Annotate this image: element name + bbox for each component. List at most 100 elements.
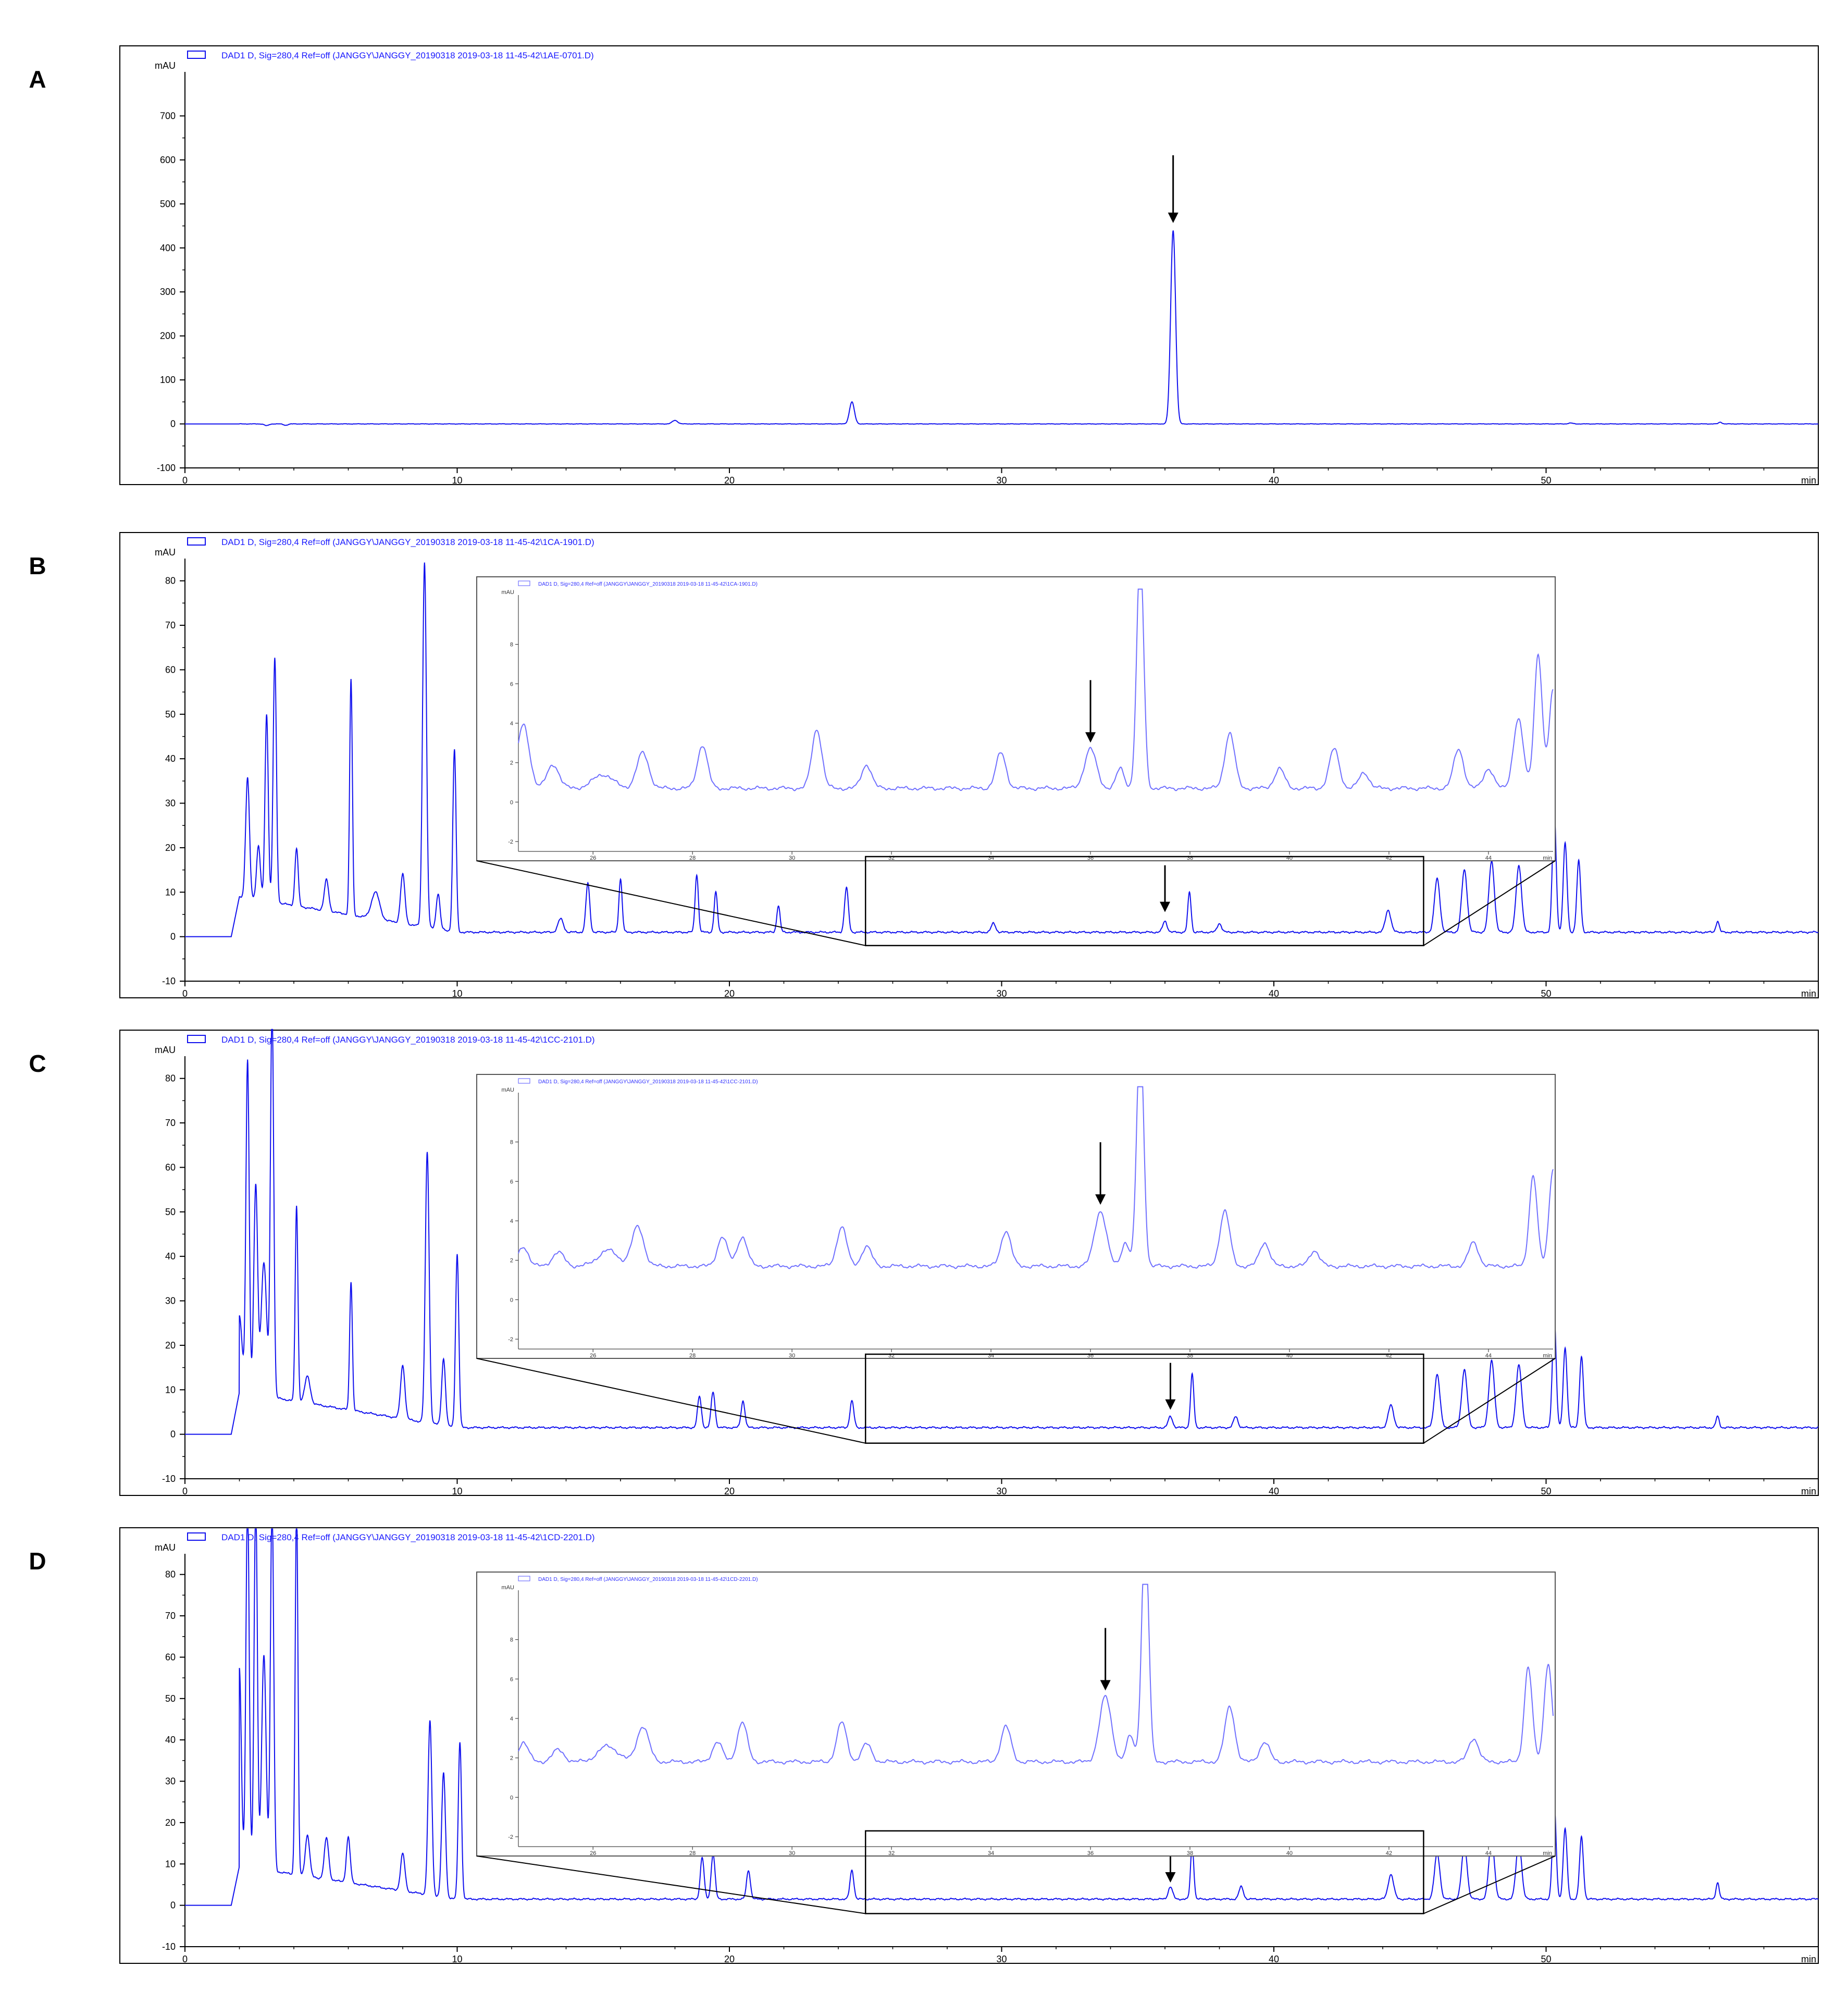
y-tick-label: 30 bbox=[165, 798, 176, 809]
inset-frame bbox=[476, 1572, 1556, 1857]
x-tick-label: 0 bbox=[182, 1486, 188, 1496]
inset-x-tick-label: 40 bbox=[1286, 1850, 1293, 1857]
panel-frame bbox=[119, 1030, 1819, 1496]
x-tick-label: 40 bbox=[1269, 475, 1279, 486]
y-tick-label: 60 bbox=[165, 1162, 176, 1172]
panel-frame bbox=[119, 532, 1819, 998]
inset-trace bbox=[518, 1086, 1554, 1269]
inset-y-tick-label: 4 bbox=[510, 1716, 513, 1722]
y-tick-label: 0 bbox=[170, 419, 176, 429]
inset-y-tick-label: 8 bbox=[510, 1637, 513, 1643]
inset-y-tick-label: 2 bbox=[510, 760, 513, 766]
y-tick-label: 0 bbox=[170, 1429, 176, 1440]
x-tick-label: 20 bbox=[724, 1486, 735, 1496]
x-axis-label: min bbox=[1801, 1486, 1816, 1496]
y-tick-label: 400 bbox=[160, 243, 176, 253]
y-tick-label: 50 bbox=[165, 1207, 176, 1217]
x-tick-label: 20 bbox=[724, 1954, 735, 1964]
inset-y-tick-label: 6 bbox=[510, 681, 513, 687]
inset-panel: DAD1 D, Sig=280,4 Ref=off (JANGGY\JANGGY… bbox=[476, 576, 1556, 861]
y-tick-label: 600 bbox=[160, 155, 176, 165]
y-tick-label: 80 bbox=[165, 1569, 176, 1580]
peak-arrow-head bbox=[1160, 901, 1170, 912]
panel-frame bbox=[119, 1527, 1819, 1964]
inset-frame bbox=[476, 576, 1556, 861]
chart-panel-d: D DAD1 D, Sig=280,4 Ref=off (JANGGY\JANGG… bbox=[29, 1527, 1819, 1964]
x-tick-label: 40 bbox=[1269, 1486, 1279, 1496]
x-tick-label: 50 bbox=[1541, 1486, 1551, 1496]
peak-arrow-head bbox=[1165, 1872, 1176, 1883]
y-tick-label: 40 bbox=[165, 1735, 176, 1745]
inset-y-axis-label: mAU bbox=[502, 589, 515, 596]
zoom-region-box bbox=[865, 1353, 1424, 1444]
peak-arrow-head bbox=[1165, 1399, 1176, 1410]
inset-legend-swatch bbox=[518, 580, 530, 586]
inset-y-tick-label: 2 bbox=[510, 1755, 513, 1762]
chromatogram-trace bbox=[185, 562, 1819, 937]
x-tick-label: 20 bbox=[724, 475, 735, 486]
inset-y-tick-label: 0 bbox=[510, 1795, 513, 1801]
chromatogram-trace bbox=[185, 1528, 1819, 1906]
inset-legend-swatch bbox=[518, 1078, 530, 1084]
y-tick-label: 70 bbox=[165, 620, 176, 630]
y-axis-label: mAU bbox=[155, 547, 176, 558]
y-tick-label: 0 bbox=[170, 1900, 176, 1911]
inset-x-tick-label: 44 bbox=[1485, 1353, 1492, 1359]
x-tick-label: 10 bbox=[452, 1486, 462, 1496]
x-tick-label: 10 bbox=[452, 1954, 462, 1964]
x-tick-label: 50 bbox=[1541, 475, 1551, 486]
inset-x-tick-label: 26 bbox=[590, 1353, 596, 1359]
inset-y-tick-label: 2 bbox=[510, 1258, 513, 1264]
legend-text: DAD1 D, Sig=280,4 Ref=off (JANGGY\JANGGY… bbox=[221, 1035, 595, 1045]
y-tick-label: 10 bbox=[165, 1859, 176, 1869]
inset-x-tick-label: 26 bbox=[590, 1850, 596, 1857]
zoom-connector-right bbox=[1423, 1855, 1556, 1914]
y-tick-label: 20 bbox=[165, 1340, 176, 1351]
y-tick-label: -10 bbox=[162, 976, 176, 986]
y-tick-label: 300 bbox=[160, 287, 176, 297]
y-axis-label: mAU bbox=[155, 1542, 176, 1553]
panel-frame bbox=[119, 45, 1819, 485]
zoom-connector-right bbox=[1423, 1358, 1556, 1444]
inset-y-tick-label: 8 bbox=[510, 642, 513, 648]
chromatogram-trace bbox=[185, 1029, 1819, 1435]
inset-x-tick-label: 28 bbox=[689, 1353, 696, 1359]
x-tick-label: 10 bbox=[452, 988, 462, 999]
inset-y-tick-label: -2 bbox=[508, 1834, 513, 1840]
x-tick-label: 0 bbox=[182, 988, 188, 999]
legend-swatch bbox=[187, 1532, 206, 1541]
y-tick-label: 70 bbox=[165, 1118, 176, 1128]
y-tick-label: 50 bbox=[165, 709, 176, 720]
inset-trace bbox=[518, 588, 1554, 791]
inset-panel: DAD1 D, Sig=280,4 Ref=off (JANGGY\JANGGY… bbox=[476, 1572, 1556, 1857]
inset-y-tick-label: -2 bbox=[508, 839, 513, 845]
y-tick-label: -10 bbox=[162, 1474, 176, 1484]
y-tick-label: 80 bbox=[165, 1073, 176, 1084]
inset-arrow-head bbox=[1095, 1194, 1106, 1205]
inset-x-tick-label: 30 bbox=[789, 855, 795, 861]
inset-x-tick-label: 26 bbox=[590, 855, 596, 861]
x-tick-label: 0 bbox=[182, 475, 188, 486]
x-axis-label: min bbox=[1801, 475, 1816, 486]
panel-label: D bbox=[29, 1548, 46, 1575]
inset-y-tick-label: 4 bbox=[510, 721, 513, 727]
y-tick-label: 20 bbox=[165, 1817, 176, 1828]
inset-y-tick-label: -2 bbox=[508, 1337, 513, 1343]
y-tick-label: 10 bbox=[165, 1384, 176, 1395]
y-tick-label: 10 bbox=[165, 887, 176, 897]
y-tick-label: 20 bbox=[165, 843, 176, 853]
x-axis-label: min bbox=[1801, 988, 1816, 999]
legend-text: DAD1 D, Sig=280,4 Ref=off (JANGGY\JANGGY… bbox=[221, 1532, 595, 1542]
inset-x-tick-label: 30 bbox=[789, 1850, 795, 1857]
inset-arrow-head bbox=[1100, 1680, 1111, 1691]
y-tick-label: 50 bbox=[165, 1693, 176, 1704]
panel-label: B bbox=[29, 552, 46, 579]
inset-arrow-head bbox=[1085, 732, 1096, 743]
y-tick-label: 40 bbox=[165, 1251, 176, 1261]
inset-x-tick-label: 28 bbox=[689, 1850, 696, 1857]
inset-x-tick-label: 38 bbox=[1187, 1850, 1193, 1857]
y-tick-label: 200 bbox=[160, 331, 176, 341]
legend-swatch bbox=[187, 1035, 206, 1043]
inset-legend-text: DAD1 D, Sig=280,4 Ref=off (JANGGY\JANGGY… bbox=[538, 1079, 758, 1085]
x-tick-label: 50 bbox=[1541, 988, 1551, 999]
